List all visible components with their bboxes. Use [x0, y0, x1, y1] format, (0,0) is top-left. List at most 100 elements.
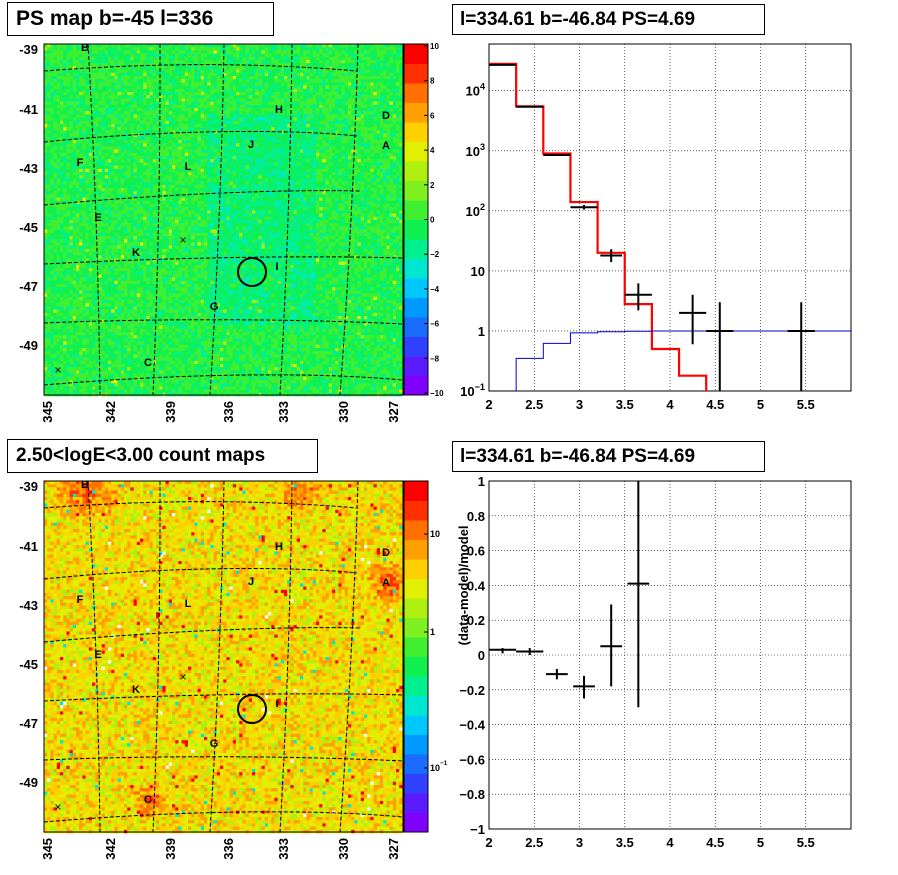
- heatmap-cell: [329, 111, 333, 115]
- heatmap-cell: [329, 50, 333, 54]
- heatmap-cell: [47, 60, 51, 64]
- heatmap-cell: [210, 114, 214, 118]
- heatmap-cell: [335, 54, 339, 58]
- heatmap-cell: [242, 114, 246, 118]
- heatmap-cell: [162, 111, 166, 115]
- heatmap-cell: [143, 92, 147, 96]
- heatmap-cell: [63, 63, 66, 66]
- heatmap-cell: [278, 92, 282, 96]
- heatmap-cell: [44, 57, 48, 61]
- heatmap-cell: [386, 127, 390, 131]
- heatmap-cell: [252, 44, 256, 48]
- heatmap-cell: [178, 47, 182, 51]
- heatmap-cell: [236, 98, 240, 102]
- heatmap-cell: [102, 108, 106, 112]
- heatmap-cell: [316, 44, 320, 48]
- heatmap-cell: [63, 121, 66, 125]
- heatmap-cell: [162, 57, 166, 61]
- heatmap-cell: [361, 127, 365, 131]
- heatmap-cell: [76, 50, 80, 54]
- heatmap-cell: [303, 121, 307, 125]
- heatmap-cell: [194, 98, 198, 102]
- heatmap-cell: [239, 124, 243, 128]
- heatmap-cell: [204, 47, 208, 51]
- heatmap-cell: [118, 50, 122, 54]
- heatmap-cell: [377, 47, 381, 51]
- heatmap-cell: [127, 98, 131, 102]
- heatmap-cell: [300, 79, 304, 83]
- heatmap-cell: [268, 140, 272, 144]
- heatmap-cell: [130, 44, 134, 48]
- heatmap-cell: [108, 98, 112, 102]
- heatmap-cell: [89, 134, 93, 138]
- heatmap-cell: [268, 76, 272, 80]
- heatmap-cell: [236, 124, 240, 128]
- heatmap-cell: [284, 98, 288, 102]
- heatmap-cell: [134, 50, 138, 54]
- heatmap-cell: [310, 70, 314, 74]
- heatmap-cell: [162, 121, 166, 125]
- heatmap-cell: [150, 82, 154, 86]
- heatmap-cell: [393, 66, 397, 70]
- heatmap-cell: [294, 82, 298, 86]
- heatmap-cell: [294, 54, 298, 58]
- heatmap-cell: [390, 105, 394, 109]
- heatmap-cell: [214, 92, 218, 96]
- heatmap-cell: [271, 118, 275, 122]
- heatmap-cell: [188, 54, 192, 58]
- heatmap-cell: [348, 114, 352, 118]
- heatmap-cell: [156, 54, 160, 58]
- heatmap-cell: [76, 63, 80, 66]
- heatmap-cell: [57, 44, 61, 48]
- heatmap-cell: [236, 92, 240, 96]
- heatmap-cell: [54, 130, 58, 134]
- heatmap-cell: [332, 44, 336, 48]
- heatmap-cell: [57, 63, 61, 66]
- heatmap-cell: [217, 140, 221, 144]
- heatmap-cell: [399, 137, 403, 141]
- heatmap-cell: [204, 127, 208, 131]
- heatmap-cell: [230, 57, 234, 61]
- heatmap-cell: [252, 70, 256, 74]
- heatmap-cell: [185, 124, 189, 128]
- heatmap-cell: [306, 134, 310, 138]
- heatmap-cell: [258, 108, 262, 112]
- heatmap-cell: [364, 118, 368, 122]
- heatmap-cell: [255, 70, 259, 74]
- heatmap-cell: [249, 66, 253, 70]
- heatmap-cell: [265, 118, 269, 122]
- heatmap-cell: [102, 137, 106, 141]
- heatmap-cell: [313, 57, 317, 61]
- heatmap-cell: [287, 50, 291, 54]
- heatmap-cell: [111, 92, 115, 96]
- heatmap-cell: [182, 121, 186, 125]
- heatmap-cell: [249, 105, 253, 109]
- heatmap-cell: [70, 118, 74, 122]
- heatmap-cell: [143, 114, 147, 118]
- heatmap-cell: [108, 47, 112, 51]
- heatmap-cell: [249, 127, 253, 131]
- heatmap-cell: [210, 140, 214, 144]
- heatmap-cell: [262, 140, 266, 144]
- heatmap-cell: [278, 89, 282, 93]
- heatmap-cell: [105, 137, 109, 141]
- heatmap-cell: [121, 50, 125, 54]
- heatmap-cell: [239, 98, 243, 102]
- heatmap-cell: [60, 124, 64, 128]
- heatmap-cell: [146, 127, 150, 131]
- heatmap-cell: [220, 57, 224, 61]
- heatmap-cell: [50, 60, 54, 64]
- heatmap-cell: [249, 76, 253, 80]
- heatmap-cell: [316, 76, 320, 80]
- heatmap-cell: [210, 127, 214, 131]
- heatmap-cell: [175, 50, 179, 54]
- heatmap-cell: [322, 47, 326, 51]
- heatmap-cell: [230, 66, 234, 70]
- heatmap-cell: [370, 127, 374, 131]
- heatmap-cell: [396, 70, 400, 74]
- heatmap-cell: [89, 54, 93, 58]
- heatmap-cell: [198, 108, 202, 112]
- heatmap-cell: [98, 54, 102, 58]
- heatmap-cell: [143, 121, 147, 125]
- heatmap-cell: [166, 89, 170, 93]
